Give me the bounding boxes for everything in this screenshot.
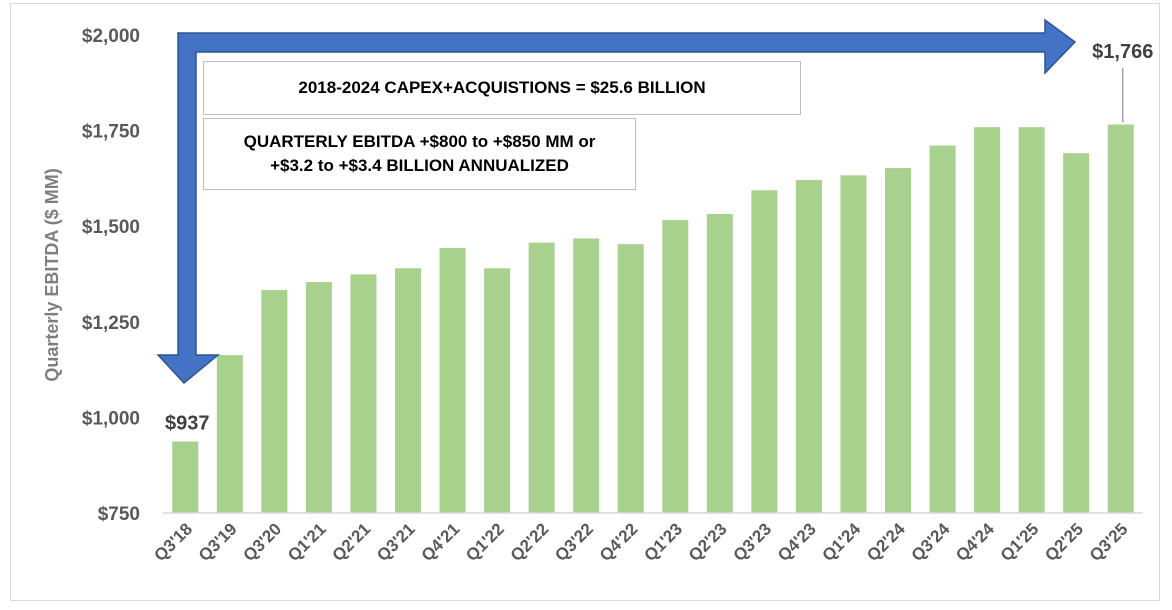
x-tick-label: Q3'18 [150,519,196,565]
bar [662,220,689,513]
x-tick-labels: Q3'18Q3'19Q3'20Q1'21Q2'21Q3'21Q4'21Q1'22… [150,519,1131,565]
x-tick-label: Q4'22 [596,519,642,565]
x-tick-label: Q1'23 [640,519,686,565]
y-axis-title: Quarterly EBITDA ($ MM) [42,168,62,381]
data-label: $937 [165,412,210,434]
x-tick-label: Q3'24 [908,519,954,565]
growth-arrow-shape [156,18,1077,385]
bar [261,290,288,513]
growth-arrow [156,18,1077,385]
bar [439,247,466,513]
x-tick-label: Q1'24 [819,519,865,565]
x-tick-label: Q2'25 [1041,519,1087,565]
x-tick-label: Q4'23 [774,519,820,565]
x-tick-label: Q4'24 [952,519,998,565]
x-tick-label: Q2'21 [329,519,375,565]
bar [795,179,822,513]
bar [706,213,733,513]
bars [172,124,1134,514]
chart-frame [10,3,1160,601]
bar [1063,153,1090,513]
x-tick-label: Q4'21 [418,519,464,565]
y-tick-label: $750 [98,504,140,525]
bar [172,441,199,513]
y-tick-label: $1,250 [82,313,140,334]
bar [751,190,778,513]
x-tick-label: Q3'20 [239,519,285,565]
x-tick-label: Q3'25 [1086,519,1132,565]
bar [305,282,332,513]
bar [395,268,421,513]
bar [573,238,600,513]
y-axis: Quarterly EBITDA ($ MM) [42,168,62,381]
x-tick-label: Q2'23 [685,519,731,565]
x-tick-label: Q1'25 [997,519,1043,565]
bar [840,175,867,513]
x-tick-label: Q3'23 [729,519,775,565]
bar [1018,127,1045,514]
ebitda-annotation: QUARTERLY EBITDA +$800 to +$850 MM or +$… [203,118,636,190]
ebitda-annotation-line1: QUARTERLY EBITDA +$800 to +$850 MM or [243,132,596,151]
y-tick-labels: $750 $1,000 $1,250 $1,500 $1,750 $2,000 [82,26,140,525]
x-tick-label: Q3'19 [195,519,241,565]
x-tick-label: Q2'24 [863,519,909,565]
y-tick-label: $1,750 [82,122,140,143]
bar [885,168,911,513]
bar [350,274,377,513]
y-tick-label: $2,000 [82,26,140,47]
x-tick-label: Q1'22 [462,519,508,565]
data-label: $1,766 [1092,41,1153,63]
bar [528,242,555,514]
capex-annotation-text: 2018-2024 CAPEX+ACQUISTIONS = $25.6 BILL… [298,78,706,97]
bar [974,127,1001,514]
x-tick-label: Q3'21 [373,519,419,565]
y-tick-label: $1,000 [82,408,140,429]
data-labels: $937 $1,766 [165,41,1153,434]
bar [1107,124,1134,513]
x-tick-label: Q3'22 [551,519,597,565]
x-tick-label: Q1'21 [284,519,330,565]
bar [617,244,644,514]
y-tick-label: $1,500 [82,217,140,238]
bar [484,268,511,513]
bar [929,145,956,513]
ebitda-annotation-line2: +$3.2 to +$3.4 BILLION ANNUALIZED [270,156,569,175]
bar [216,355,243,513]
capex-annotation: 2018-2024 CAPEX+ACQUISTIONS = $25.6 BILL… [203,61,801,115]
x-tick-label: Q2'22 [507,519,553,565]
